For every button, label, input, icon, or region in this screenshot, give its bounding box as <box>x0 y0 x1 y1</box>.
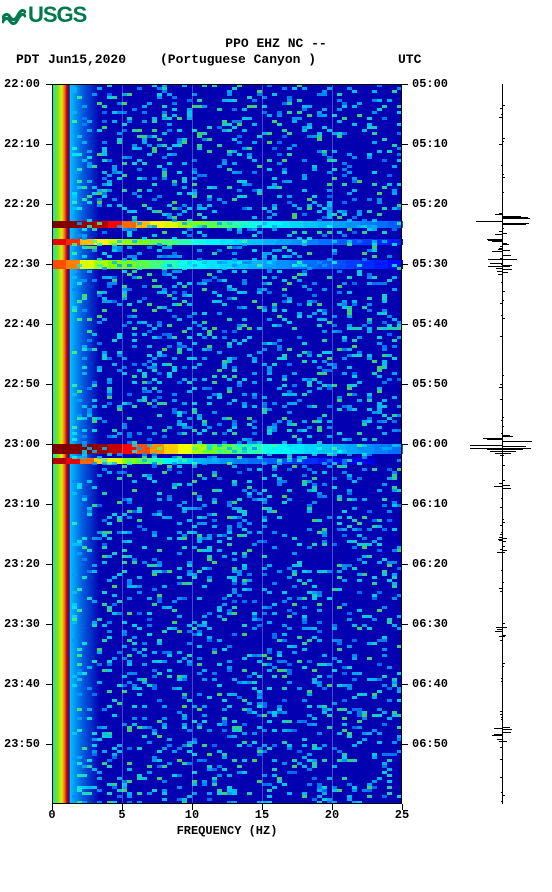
left-tick: 22:40 <box>4 317 40 331</box>
right-tick: 06:50 <box>412 737 448 751</box>
right-tick: 06:00 <box>412 437 448 451</box>
freq-tick: 20 <box>325 808 339 822</box>
freq-axis-label: FREQUENCY (HZ) <box>52 824 402 838</box>
tz-right: UTC <box>398 52 421 67</box>
freq-tick: 0 <box>48 808 55 822</box>
vgrid <box>192 84 193 804</box>
freq-tick: 5 <box>118 808 125 822</box>
right-tick: 05:30 <box>412 257 448 271</box>
left-tick: 23:50 <box>4 737 40 751</box>
station-header: PPO EHZ NC -- <box>0 36 552 51</box>
right-tick: 06:40 <box>412 677 448 691</box>
freq-tick: 25 <box>395 808 409 822</box>
left-tick: 22:50 <box>4 377 40 391</box>
right-tick: 05:20 <box>412 197 448 211</box>
right-tick: 06:10 <box>412 497 448 511</box>
freq-tick: 15 <box>255 808 269 822</box>
logo-text: USGS <box>28 2 86 28</box>
usgs-logo: USGS <box>2 2 86 28</box>
right-tick: 06:20 <box>412 557 448 571</box>
right-tick: 05:00 <box>412 77 448 91</box>
left-tick: 23:10 <box>4 497 40 511</box>
location: (Portuguese Canyon ) <box>160 52 316 67</box>
left-tick: 22:10 <box>4 137 40 151</box>
right-tick: 05:50 <box>412 377 448 391</box>
right-tick: 05:40 <box>412 317 448 331</box>
spectrogram-heatmap <box>52 84 402 804</box>
left-tick: 23:20 <box>4 557 40 571</box>
freq-tick: 10 <box>185 808 199 822</box>
left-tick: 22:30 <box>4 257 40 271</box>
date: Jun15,2020 <box>48 52 126 67</box>
tz-left: PDT <box>16 52 39 67</box>
left-tick: 23:00 <box>4 437 40 451</box>
left-tick: 23:40 <box>4 677 40 691</box>
right-tick: 06:30 <box>412 617 448 631</box>
wave-icon <box>2 5 26 25</box>
seismogram-trace <box>460 84 544 804</box>
vgrid <box>122 84 123 804</box>
left-tick: 23:30 <box>4 617 40 631</box>
right-tick: 05:10 <box>412 137 448 151</box>
left-tick: 22:00 <box>4 77 40 91</box>
vgrid <box>262 84 263 804</box>
left-tick: 22:20 <box>4 197 40 211</box>
vgrid <box>332 84 333 804</box>
